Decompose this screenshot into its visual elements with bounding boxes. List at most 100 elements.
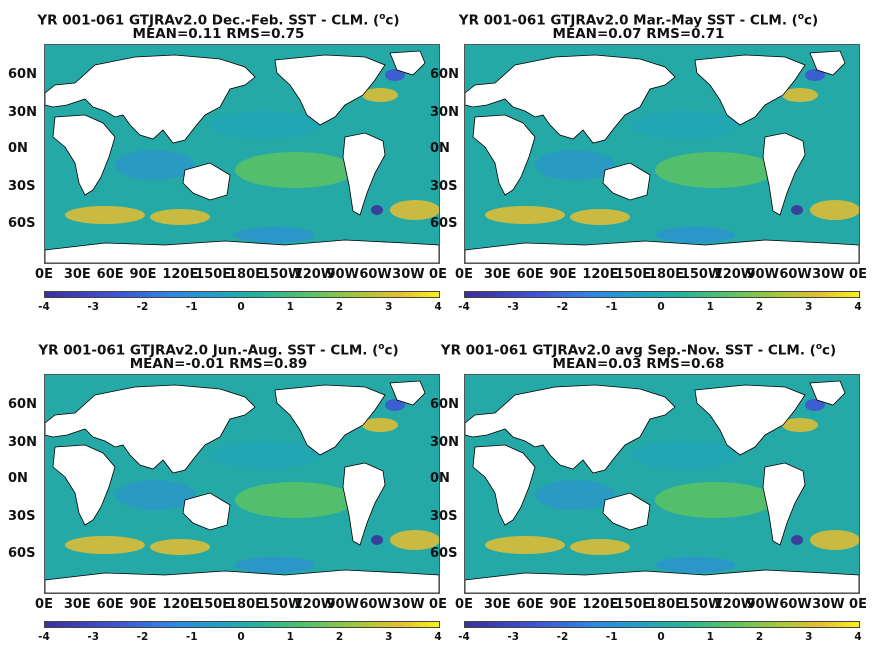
colorbar-tick-label: -1: [185, 301, 198, 313]
sst-anomaly-panel-2: YR 001-061 GTJRAv2.0 Mar.-May SST - CLM.…: [420, 0, 867, 328]
colorbar-tick-label: -4: [458, 631, 470, 643]
colorbar: [44, 291, 440, 298]
colorbar-tick-label: -3: [87, 301, 100, 313]
lat-label: 60N: [430, 67, 459, 82]
colorbar-tick-label: 3: [805, 301, 813, 313]
sst-map: [44, 374, 440, 594]
lat-label: 30N: [430, 105, 459, 120]
colorbar-tick-label: 2: [755, 631, 764, 643]
panel-stats: MEAN=0.11 RMS=0.75: [132, 26, 305, 42]
lon-label: 30E: [483, 597, 511, 612]
colorbar-tick-label: -2: [136, 301, 149, 313]
colorbar-tick-label: 4: [854, 301, 862, 313]
lat-label: 60S: [8, 546, 36, 561]
lat-label: 60N: [430, 397, 459, 412]
lon-label: 120E: [162, 267, 199, 282]
lon-label: 60E: [96, 597, 124, 612]
colorbar-tick-label: -4: [38, 631, 50, 643]
lon-label: 0E: [849, 597, 867, 612]
lon-label: 180E: [228, 597, 265, 612]
lon-label: 120W: [713, 267, 756, 282]
lon-label: 120W: [293, 267, 336, 282]
lon-label: 60W: [779, 597, 812, 612]
panel-title: YR 001-061 GTJRAv2.0 Jun.-Aug. SST - CLM…: [38, 342, 399, 359]
lon-label: 180E: [228, 267, 265, 282]
lat-label: 60N: [8, 67, 37, 82]
colorbar-tick-label: -3: [507, 631, 520, 643]
sst-anomaly-panel-1: YR 001-061 GTJRAv2.0 Dec.-Feb. SST - CLM…: [0, 0, 447, 328]
colorbar-tick-label: -2: [136, 631, 149, 643]
lon-label: 120E: [582, 267, 619, 282]
panel-stats: MEAN=0.03 RMS=0.68: [552, 356, 725, 372]
colorbar-tick-label: 0: [237, 631, 245, 643]
lon-label: 90E: [549, 267, 577, 282]
lon-label: 150E: [195, 267, 232, 282]
colorbar-tick-label: 2: [335, 301, 344, 313]
lon-label: 30W: [392, 267, 425, 282]
colorbar-tick-label: -4: [38, 301, 50, 313]
lat-label: 0N: [430, 471, 450, 486]
colorbar-tick-label: 4: [434, 631, 442, 643]
lon-label: 30E: [63, 597, 91, 612]
lon-label: 30W: [812, 597, 845, 612]
colorbar-tick-label: 2: [335, 631, 344, 643]
lon-label: 150W: [680, 267, 723, 282]
lon-label: 60E: [516, 597, 544, 612]
lat-label: 30S: [430, 179, 458, 194]
lat-label: 0N: [430, 141, 450, 156]
colorbar: [44, 621, 440, 628]
lat-label: 30S: [430, 509, 458, 524]
lon-label: 180E: [648, 597, 685, 612]
colorbar-tick-label: 1: [706, 301, 714, 313]
colorbar-tick-label: -1: [605, 631, 618, 643]
panel-title: YR 001-061 GTJRAv2.0 Mar.-May SST - CLM.…: [458, 12, 819, 29]
lat-label: 30S: [8, 179, 36, 194]
colorbar-tick-label: 0: [657, 631, 665, 643]
lon-label: 30W: [392, 597, 425, 612]
colorbar-tick-label: 4: [434, 301, 442, 313]
lon-label: 120E: [582, 597, 619, 612]
lon-label: 0E: [849, 267, 867, 282]
lon-label: 90W: [326, 597, 359, 612]
lat-label: 30S: [8, 509, 36, 524]
colorbar-tick-label: 3: [385, 301, 393, 313]
colorbar-tick-label: -1: [605, 301, 618, 313]
lon-label: 150W: [260, 267, 303, 282]
lon-label: 90E: [129, 597, 157, 612]
colorbar-tick-label: 4: [854, 631, 862, 643]
lat-label: 0N: [8, 141, 28, 156]
colorbar-tick-label: -4: [458, 301, 470, 313]
panel-stats: MEAN=-0.01 RMS=0.89: [129, 356, 308, 372]
lat-label: 0N: [8, 471, 28, 486]
lon-label: 150W: [260, 597, 303, 612]
lon-label: 120W: [713, 597, 756, 612]
lat-label: 60N: [8, 397, 37, 412]
panel-title: YR 001-061 GTJRAv2.0 Dec.-Feb. SST - CLM…: [37, 12, 400, 29]
colorbar-tick-label: 0: [657, 301, 665, 313]
lon-label: 90W: [746, 597, 779, 612]
colorbar-tick-label: 1: [286, 301, 294, 313]
lon-label: 180E: [648, 267, 685, 282]
sst-anomaly-panel-4: YR 001-061 GTJRAv2.0 avg Sep.-Nov. SST -…: [420, 330, 867, 658]
lon-label: 150W: [680, 597, 723, 612]
colorbar-tick-label: 3: [805, 631, 813, 643]
colorbar-tick-label: -1: [185, 631, 198, 643]
lon-label: 0E: [429, 267, 447, 282]
colorbar-tick-label: -3: [507, 301, 520, 313]
lon-label: 150E: [615, 597, 652, 612]
lon-label: 120E: [162, 597, 199, 612]
lon-label: 0E: [455, 597, 473, 612]
panel-stats: MEAN=0.07 RMS=0.71: [552, 26, 725, 42]
lon-label: 0E: [35, 597, 53, 612]
lon-label: 30E: [483, 267, 511, 282]
lon-label: 60W: [779, 267, 812, 282]
colorbar-tick-label: 3: [385, 631, 393, 643]
lon-label: 0E: [35, 267, 53, 282]
lon-label: 0E: [429, 597, 447, 612]
colorbar-tick-label: 1: [706, 631, 714, 643]
lat-label: 30N: [8, 435, 37, 450]
colorbar-tick-label: -2: [556, 301, 569, 313]
lon-label: 60E: [96, 267, 124, 282]
lat-label: 60S: [8, 216, 36, 231]
sst-map: [44, 44, 440, 264]
